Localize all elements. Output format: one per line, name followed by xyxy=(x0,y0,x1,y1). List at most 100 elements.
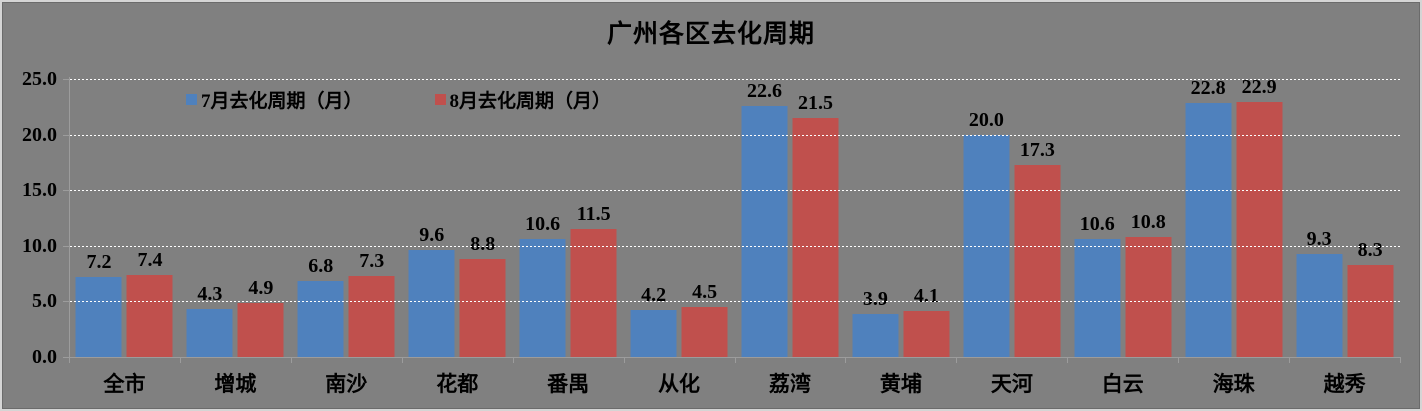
y-axis-label: 0.0 xyxy=(32,346,57,368)
category-label: 番禺 xyxy=(547,372,590,396)
x-axis-tick xyxy=(956,357,958,363)
bar-value-label: 4.2 xyxy=(641,284,667,307)
bar-value-label: 4.9 xyxy=(248,276,274,299)
y-axis-label: 10.0 xyxy=(22,234,57,257)
bar-july: 22.6 xyxy=(741,81,788,357)
x-axis-tick xyxy=(179,357,181,363)
y-axis-label: 25.0 xyxy=(22,68,57,90)
bar-july: 9.3 xyxy=(1296,229,1343,357)
legend-entry-july: 7月去化周期（月） xyxy=(186,86,363,113)
plot-area: 7.2 7.4 全市 4.3 4.9 增城 6.8 7.3 南沙 9.6 8.8 花都 10.6 11.5… xyxy=(22,69,1401,396)
x-axis-tick xyxy=(1067,357,1069,363)
bar-value-label: 4.3 xyxy=(197,283,223,306)
y-axis-tick xyxy=(63,190,69,192)
bar-group: 10.6 11.5 番禺 xyxy=(513,79,624,396)
bar-group: 22.6 21.5 荔湾 xyxy=(735,79,846,396)
bar-august: 21.5 xyxy=(792,93,839,357)
y-axis-label: 15.0 xyxy=(22,179,57,202)
bar-value-label: 7.4 xyxy=(137,248,163,271)
legend-swatch-july xyxy=(186,94,197,105)
gridline xyxy=(70,190,1400,192)
bar-pair: 9.6 8.8 xyxy=(408,79,506,357)
bar-value-label: 10.6 xyxy=(525,213,561,236)
category-label: 黄埔 xyxy=(879,372,922,396)
bar-august: 4.1 xyxy=(903,286,950,357)
category-label: 花都 xyxy=(436,372,479,396)
bar-group: 10.6 10.8 白云 xyxy=(1067,79,1178,396)
bar-value-label: 22.6 xyxy=(746,79,782,102)
bar-august: 4.9 xyxy=(237,278,284,357)
category-label: 增城 xyxy=(214,372,257,396)
bar-july: 6.8 xyxy=(297,256,344,357)
bar-pair: 4.3 4.9 xyxy=(186,79,284,357)
y-axis-label: 5.0 xyxy=(32,290,57,313)
bar-july: 4.2 xyxy=(630,285,677,357)
y-axis-label: 20.0 xyxy=(22,123,57,146)
category-label: 越秀 xyxy=(1323,372,1366,396)
bar-value-label: 17.3 xyxy=(1019,138,1055,161)
bar-value-label: 21.5 xyxy=(797,91,833,114)
category-label: 海珠 xyxy=(1212,372,1255,396)
category-label: 全市 xyxy=(103,372,146,396)
bar-august: 8.3 xyxy=(1347,240,1394,357)
bar-groups: 7.2 7.4 全市 4.3 4.9 增城 6.8 7.3 南沙 9.6 8.8 花都 10.6 11.5… xyxy=(69,77,1400,396)
bar-pair: 9.3 8.3 xyxy=(1296,79,1394,357)
legend-entry-august: 8月去化周期（月） xyxy=(434,86,612,113)
bar-july: 22.8 xyxy=(1185,78,1232,357)
bar-value-label: 10.8 xyxy=(1130,210,1166,233)
bar-july: 10.6 xyxy=(1074,214,1121,357)
bar-group: 22.8 22.9 海珠 xyxy=(1178,77,1289,396)
bar-value-label: 10.6 xyxy=(1079,213,1115,236)
bar-pair: 7.2 7.4 xyxy=(75,79,173,357)
x-axis-tick xyxy=(69,357,70,363)
bar-july: 9.6 xyxy=(408,225,455,357)
bar-pair: 22.8 22.9 xyxy=(1185,77,1283,357)
bar-july: 3.9 xyxy=(852,289,899,357)
x-axis-tick xyxy=(1289,357,1291,363)
bar-group: 6.8 7.3 南沙 xyxy=(291,79,402,396)
bar-pair: 22.6 21.5 xyxy=(741,79,839,357)
bar-value-label: 20.0 xyxy=(968,108,1004,131)
gridline xyxy=(70,79,1400,80)
bar-value-label: 11.5 xyxy=(576,203,611,226)
gridline xyxy=(70,301,1400,303)
bar-group: 4.2 4.5 从化 xyxy=(624,79,735,396)
x-axis-tick xyxy=(290,357,292,363)
bar-august: 10.8 xyxy=(1125,212,1172,357)
chart-title: 广州各区去化周期 xyxy=(606,21,815,48)
y-axis-tick xyxy=(63,245,69,247)
bar-august: 7.4 xyxy=(126,250,173,357)
bar-july: 7.2 xyxy=(75,252,122,357)
bar-value-label: 4.5 xyxy=(692,280,718,303)
bar-group: 3.9 4.1 黄埔 xyxy=(845,79,956,396)
category-label: 从化 xyxy=(658,372,701,396)
x-axis-tick xyxy=(1400,357,1401,363)
bar-group: 4.3 4.9 增城 xyxy=(180,79,291,396)
bar-value-label: 6.8 xyxy=(308,255,334,278)
category-label: 南沙 xyxy=(325,372,368,396)
legend-label-august: 8月去化周期（月） xyxy=(449,91,612,112)
bar-value-label: 7.3 xyxy=(359,249,385,272)
gridline xyxy=(70,245,1400,247)
bar-value-label: 3.9 xyxy=(862,287,888,310)
x-axis-tick xyxy=(512,357,514,363)
bar-august: 4.5 xyxy=(681,282,728,357)
bar-august: 11.5 xyxy=(570,204,617,357)
bar-group: 9.6 8.8 花都 xyxy=(402,79,513,396)
x-axis-tick xyxy=(401,357,403,363)
x-axis-tick xyxy=(734,357,736,363)
bar-value-label: 22.9 xyxy=(1241,76,1277,99)
x-axis-tick xyxy=(623,357,625,363)
bar-august: 17.3 xyxy=(1014,140,1061,357)
bar-group: 7.2 7.4 全市 xyxy=(69,79,180,396)
bar-pair: 6.8 7.3 xyxy=(297,79,395,357)
bar-value-label: 9.6 xyxy=(419,224,445,247)
x-axis-tick xyxy=(845,357,847,363)
category-label: 荔湾 xyxy=(768,372,811,396)
bar-august: 22.9 xyxy=(1236,77,1283,357)
y-axis-tick xyxy=(63,134,69,136)
bar-pair: 10.6 11.5 xyxy=(519,79,617,357)
bar-value-label: 4.1 xyxy=(913,285,939,308)
legend-swatch-august xyxy=(434,94,446,105)
